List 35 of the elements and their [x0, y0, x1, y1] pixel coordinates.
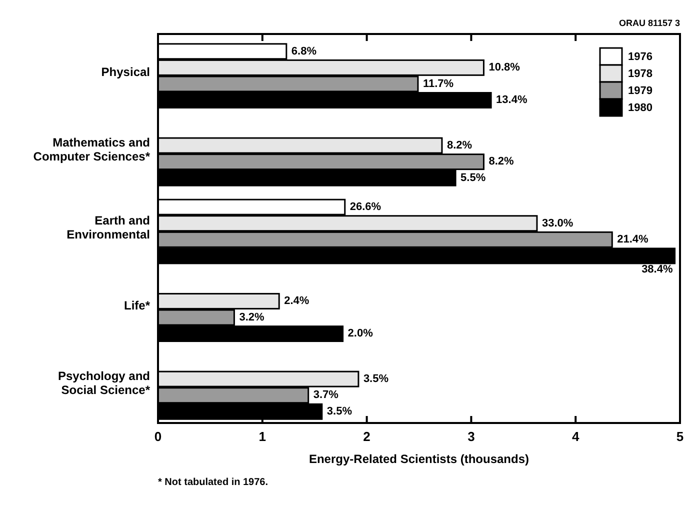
legend-label: 1976	[628, 50, 652, 63]
text: * Not tabulated in 1976.	[158, 477, 268, 488]
x-tick-label: 0	[154, 429, 162, 444]
y-tick-label: Psychology and Social Science*	[58, 369, 150, 398]
annotation: 13.4%	[496, 94, 528, 106]
legend-label: 1980	[628, 102, 652, 114]
annotation: 21.4%	[617, 234, 649, 246]
y-tick-label: Physical	[101, 64, 150, 79]
annotation: 5.5%	[460, 172, 486, 184]
y-tick-label: Earth and Environmental	[66, 213, 150, 242]
x-tick-label: 4	[572, 429, 580, 444]
annotation: 2.0%	[348, 328, 374, 340]
annotation: 8.2%	[446, 139, 472, 152]
x-tick-label: 1	[258, 429, 266, 444]
legend-label: 1978	[628, 68, 652, 80]
legend-label: 1979	[628, 84, 652, 97]
annotation: 2.4%	[284, 295, 310, 308]
x-tick-label: 2	[363, 429, 370, 444]
annotation: 33.0%	[542, 217, 574, 230]
x-tick-label: 3	[468, 429, 475, 444]
text: ORAU 81157 3	[618, 18, 680, 28]
x-tick-label: 5	[676, 429, 684, 444]
annotation: 6.8%	[291, 45, 317, 58]
annotation: 3.5%	[363, 372, 389, 385]
x-axis-title: Energy-Related Scientists (thousands)	[308, 452, 530, 466]
annotation: 8.2%	[488, 156, 514, 168]
y-tick-label: Life*	[124, 298, 150, 312]
y-tick-label: Mathematics and Computer Sciences*	[33, 136, 150, 164]
annotation: 26.6%	[350, 200, 382, 213]
annotation: 3.7%	[313, 389, 339, 402]
annotation: 11.7%	[422, 78, 454, 90]
annotation: 10.8%	[488, 62, 520, 74]
annotation: 3.2%	[239, 311, 265, 324]
annotation: 38.4%	[642, 263, 673, 276]
annotation: 3.5%	[326, 406, 352, 418]
